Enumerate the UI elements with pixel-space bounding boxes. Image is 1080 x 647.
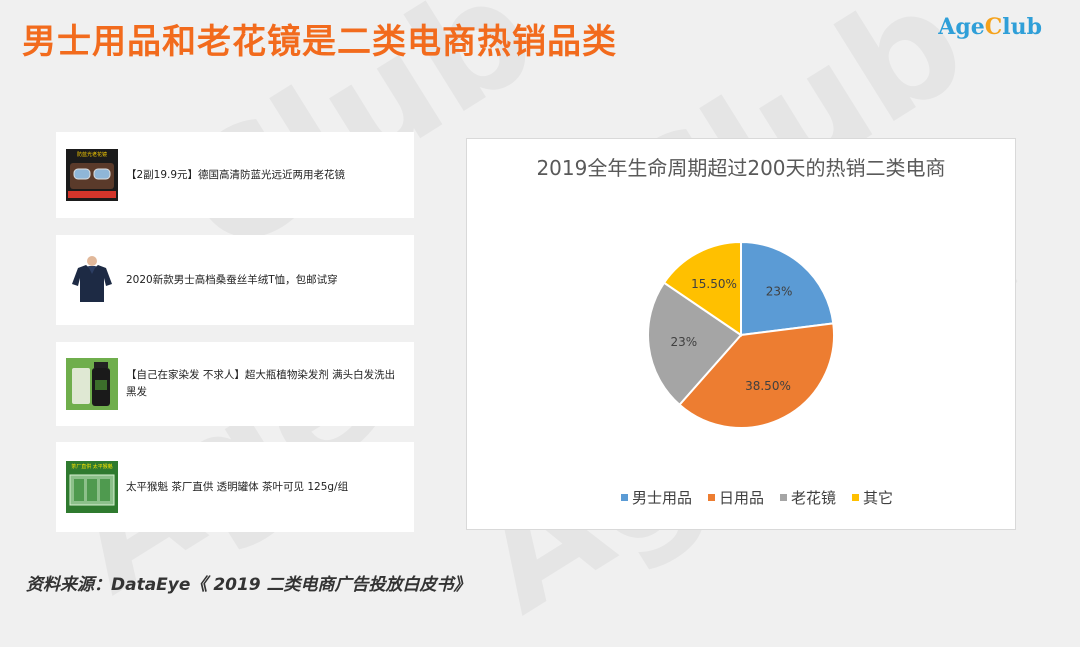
chart-title: 2019全年生命周期超过200天的热销二类电商 <box>536 156 945 180</box>
product-title: 太平猴魁 茶厂直供 透明罐体 茶叶可见 125g/组 <box>126 480 349 493</box>
legend-label: 日用品 <box>719 489 764 507</box>
tea-box-icon <box>69 474 115 506</box>
slice-data-label: 15.50% <box>691 277 737 291</box>
legend-label: 其它 <box>863 489 893 507</box>
pie-slice-2 <box>647 281 743 407</box>
hair-dye-bottle-icon <box>66 358 118 410</box>
legend-swatch <box>852 494 859 501</box>
legend-swatch <box>780 494 787 501</box>
pie-chart-panel: 2019全年生命周期超过200天的热销二类电商 23% 38.50% 23% 15.5… <box>466 138 1016 530</box>
product-card[interactable]: 2020新款男士高档桑蚕丝羊绒T恤，包邮试穿 <box>56 235 414 325</box>
slice-data-label: 38.50% <box>745 379 791 393</box>
product-card[interactable]: 防蓝光老花镜 【2副19.9元】德国高清防蓝光远近两用老花镜 <box>56 132 414 218</box>
slice-data-label: 23% <box>766 285 793 299</box>
product-title: 2020新款男士高档桑蚕丝羊绒T恤，包邮试穿 <box>126 273 338 286</box>
pie-chart: 2019全年生命周期超过200天的热销二类电商 23% 38.50% 23% 15.5… <box>536 156 945 507</box>
source-citation: 资料来源：DataEye《 2019 二类电商广告投放白皮书》 <box>26 575 471 595</box>
product-thumbnail <box>66 254 118 306</box>
thumb-caption: 防蓝光老花镜 <box>76 152 107 158</box>
legend-label: 老花镜 <box>791 489 836 507</box>
legend-swatch <box>708 494 715 501</box>
pie-slice-1 <box>678 322 835 429</box>
pie-slice-0 <box>740 240 835 337</box>
product-thumbnail: 防蓝光老花镜 <box>66 149 118 201</box>
legend-swatch <box>621 494 628 501</box>
page-title: 男士用品和老花镜是二类电商热销品类 <box>22 22 617 62</box>
product-title: 【自己在家染发 不求人】超大瓶植物染发剂 满头白发洗出黑发 <box>126 369 396 398</box>
product-thumbnail: 茶厂直供 太平猴魁 <box>66 461 118 513</box>
tshirt-icon <box>72 256 112 302</box>
glasses-icon <box>68 163 116 198</box>
thumb-caption: 茶厂直供 太平猴魁 <box>71 464 113 470</box>
legend-label: 男士用品 <box>632 489 692 507</box>
product-thumbnail <box>66 358 118 410</box>
product-card[interactable]: 【自己在家染发 不求人】超大瓶植物染发剂 满头白发洗出黑发 <box>56 342 414 426</box>
slice-data-label: 23% <box>670 335 697 349</box>
product-title: 【2副19.9元】德国高清防蓝光远近两用老花镜 <box>126 168 346 181</box>
pie-slice-3 <box>662 240 742 337</box>
brand-logo: AgeClub <box>938 14 1042 40</box>
product-card[interactable]: 茶厂直供 太平猴魁 太平猴魁 茶厂直供 透明罐体 茶叶可见 125g/组 <box>56 442 414 532</box>
